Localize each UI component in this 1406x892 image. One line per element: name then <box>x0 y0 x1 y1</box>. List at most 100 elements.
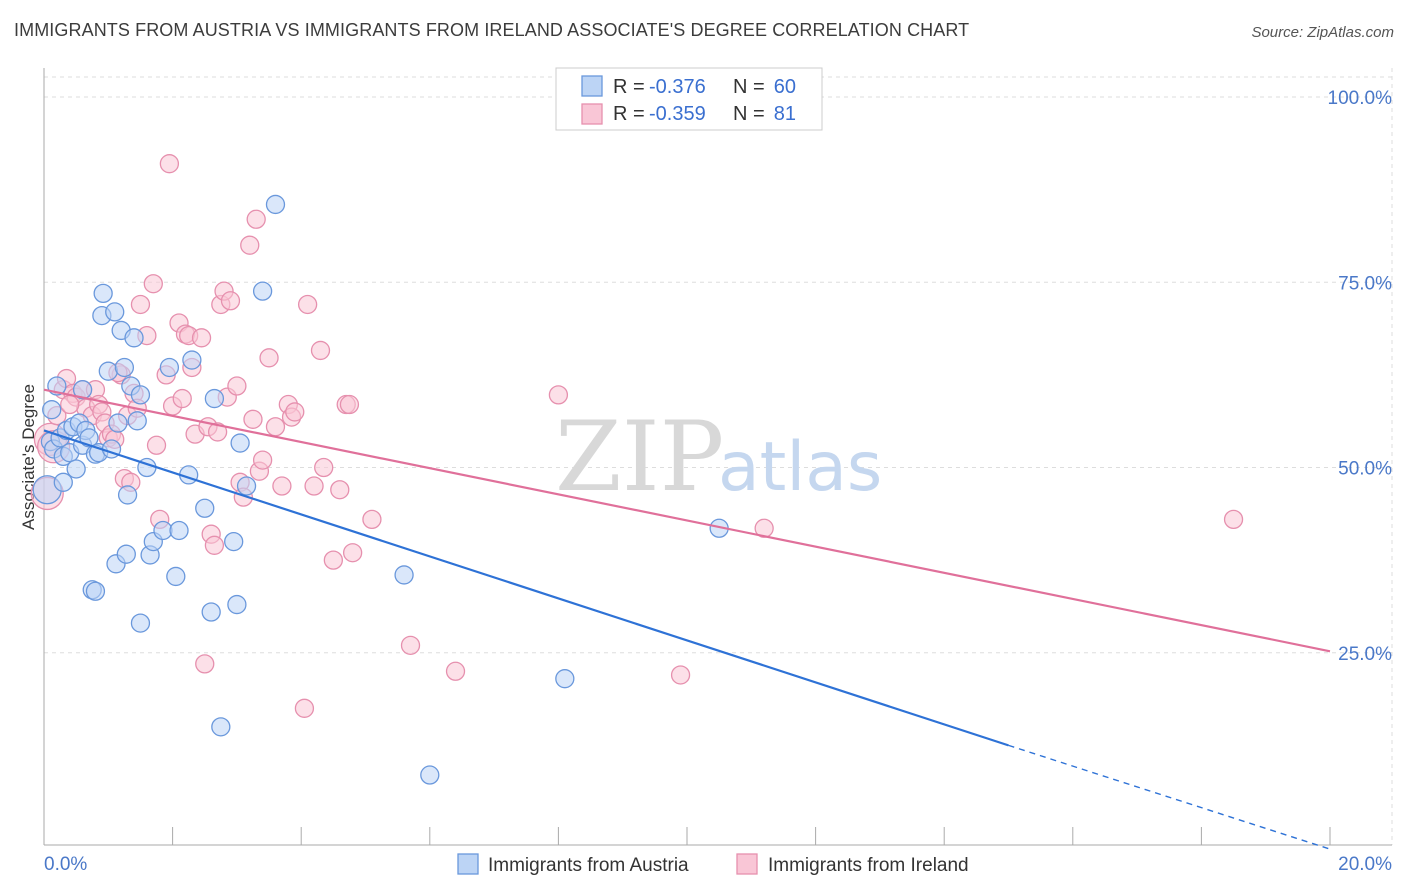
bottom-legend-swatch-austria <box>457 853 479 875</box>
austria-point <box>117 485 138 505</box>
austria-point <box>53 472 73 492</box>
legend-ireland-n-label: N = <box>733 103 765 125</box>
ireland-point <box>548 385 569 405</box>
austria-point <box>224 531 244 552</box>
austria-point <box>182 350 202 370</box>
ireland-point <box>445 661 466 681</box>
austria-point <box>130 385 151 405</box>
austria-point <box>204 388 225 409</box>
ireland-point <box>1223 509 1244 530</box>
austria-point <box>127 411 147 431</box>
source-label: Source: ZipAtlas.com <box>1251 24 1394 41</box>
austria-point <box>85 581 106 601</box>
austria-point <box>211 717 231 737</box>
ireland-point <box>227 376 247 396</box>
y-tick-label: 25.0% <box>1338 644 1392 665</box>
ireland-point <box>246 209 266 229</box>
ireland-point <box>130 294 151 315</box>
bottom-legend-swatch-ireland <box>736 853 758 875</box>
y-tick-label: 100.0% <box>1328 88 1393 109</box>
legend-ireland-r-label: R = <box>613 103 645 125</box>
austria-trend-line <box>43 429 1009 747</box>
y-tick-labels: 25.0% 50.0% 75.0% 100.0% <box>1328 88 1393 665</box>
austria-points <box>32 194 729 785</box>
austria-point <box>236 476 257 496</box>
austria-point <box>153 520 173 541</box>
legend-austria-n-value: 60 <box>774 76 796 98</box>
austria-point <box>66 459 86 479</box>
austria-point <box>195 498 215 518</box>
austria-point <box>42 400 62 420</box>
austria-point <box>169 520 189 541</box>
ireland-point <box>172 388 192 409</box>
austria-point <box>130 613 151 633</box>
ireland-point <box>297 294 318 315</box>
ireland-point <box>314 457 334 478</box>
ireland-point <box>159 154 180 174</box>
austria-point <box>114 357 135 378</box>
austria-trend-extension <box>1008 744 1331 850</box>
austria-point <box>124 328 144 348</box>
ireland-point <box>143 274 163 294</box>
y-axis-label: Associate's Degree <box>19 384 38 530</box>
austria-point <box>201 602 221 622</box>
ireland-point <box>195 654 215 674</box>
legend-austria-r-value: -0.376 <box>649 76 706 98</box>
ireland-point <box>252 450 273 470</box>
ireland-point <box>240 235 260 255</box>
trend-lines <box>43 388 1331 850</box>
ireland-point <box>146 435 167 455</box>
x-tick-label-min: 0.0% <box>44 854 87 875</box>
ireland-point <box>400 635 421 655</box>
ireland-point <box>670 665 691 685</box>
austria-point <box>394 565 414 585</box>
ireland-point <box>330 480 350 500</box>
watermark-zip: ZIP <box>555 401 724 513</box>
legend-swatch-austria <box>581 75 603 97</box>
y-tick-label: 50.0% <box>1338 459 1392 480</box>
ireland-point <box>191 328 212 348</box>
x-axis-ticks <box>43 827 1331 845</box>
ireland-point <box>259 348 279 368</box>
ireland-point <box>310 340 331 361</box>
austria-point <box>72 380 93 400</box>
austria-point <box>166 566 186 587</box>
ireland-point <box>265 417 286 437</box>
top-legend: R = -0.376 N = 60 R = -0.359 N = 81 <box>555 67 823 131</box>
legend-austria-r-label: R = <box>613 76 645 98</box>
austria-point <box>420 765 440 785</box>
ireland-point <box>60 394 80 415</box>
ireland-point <box>342 543 363 563</box>
austria-point <box>98 361 118 381</box>
legend-ireland-r-value: -0.359 <box>649 103 706 125</box>
austria-point <box>555 669 575 689</box>
ireland-point <box>272 476 292 496</box>
bottom-legend: Immigrants from Austria Immigrants from … <box>457 853 969 876</box>
bottom-legend-label-austria: Immigrants from Austria <box>488 855 689 876</box>
ireland-point <box>220 291 241 311</box>
ireland-point <box>304 476 324 496</box>
ireland-point <box>362 509 382 530</box>
legend-swatch-ireland <box>581 103 603 125</box>
austria-point <box>227 594 247 615</box>
austria-point <box>252 281 273 301</box>
austria-point <box>93 283 113 304</box>
austria-point <box>230 433 250 453</box>
austria-point <box>79 428 99 448</box>
austria-point <box>159 357 180 378</box>
x-tick-label-max: 20.0% <box>1338 854 1392 875</box>
austria-point <box>108 413 128 433</box>
ireland-point <box>285 402 305 422</box>
ireland-point <box>204 535 225 555</box>
ireland-point <box>243 409 263 429</box>
austria-point <box>116 544 136 564</box>
ireland-point <box>207 422 228 442</box>
bottom-legend-label-ireland: Immigrants from Ireland <box>768 855 969 876</box>
ireland-point <box>294 698 315 718</box>
chart-title: IMMIGRANTS FROM AUSTRIA VS IMMIGRANTS FR… <box>14 20 970 40</box>
legend-ireland-n-value: 81 <box>774 103 796 125</box>
watermark-atlas: atlas <box>718 428 882 507</box>
ireland-point <box>339 394 360 415</box>
ireland-point <box>323 550 344 570</box>
